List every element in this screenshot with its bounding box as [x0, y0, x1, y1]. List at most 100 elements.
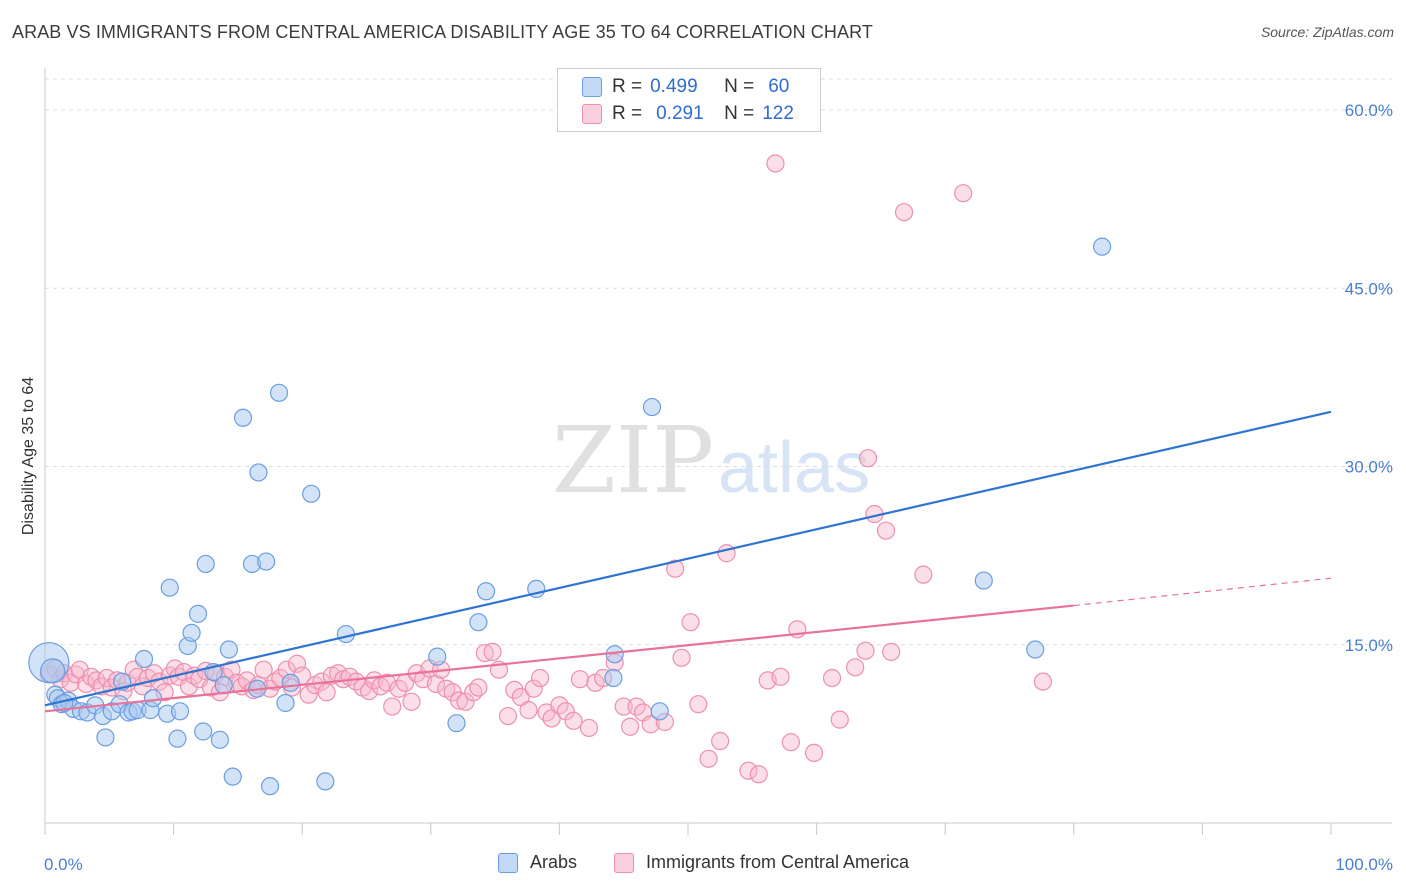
- central-america-point: [299, 685, 318, 704]
- legend-r-label: R =: [612, 76, 643, 97]
- central-america-legend-swatch: [614, 852, 634, 873]
- arab-point: [160, 578, 179, 597]
- arab-point: [604, 668, 623, 688]
- arab-point: [269, 383, 289, 402]
- central-america-point: [614, 697, 633, 716]
- arab-point: [257, 552, 276, 571]
- legend-r-label: R =: [612, 103, 643, 124]
- arab-point: [196, 554, 215, 574]
- arab-trend-line: [44, 410, 1332, 707]
- central-america-point: [711, 731, 730, 751]
- central-america-point: [483, 642, 502, 661]
- arab-point: [650, 702, 669, 721]
- arab-point: [1092, 237, 1112, 256]
- legend-r-value-central-america: 0.291: [656, 103, 704, 124]
- central-america-point: [749, 765, 768, 784]
- y-tick-label: 15.0%: [1345, 636, 1393, 655]
- legend-n-label: N =: [724, 103, 755, 124]
- central-america-point: [531, 668, 550, 688]
- arab-point: [281, 673, 300, 692]
- central-america-point: [739, 761, 758, 780]
- central-america-point: [846, 658, 865, 677]
- arab-point: [214, 676, 233, 695]
- central-america-point: [383, 697, 402, 716]
- arabs-legend-swatch: [498, 852, 518, 873]
- y-tick-label: 45.0%: [1345, 279, 1393, 298]
- legend-item-arabs[interactable]: Arabs: [498, 852, 577, 873]
- legend-label-arabs: Arabs: [530, 852, 578, 872]
- arab-point: [469, 613, 488, 632]
- central-america-point: [856, 641, 875, 660]
- legend-row-arabs: R = 0.499 N = 60: [582, 74, 789, 100]
- watermark-zip: ZIP: [552, 407, 714, 514]
- central-america-point: [666, 559, 685, 578]
- central-america-point: [505, 680, 524, 700]
- central-america-point: [954, 184, 973, 203]
- arab-point: [170, 702, 190, 721]
- central-america-point: [570, 670, 590, 689]
- central-america-point: [524, 679, 543, 698]
- central-america-point: [717, 544, 736, 563]
- arab-point: [447, 714, 466, 733]
- arab-point: [276, 693, 295, 713]
- central-america-point: [858, 449, 878, 468]
- x-tick-label-min: 0.0%: [44, 855, 83, 874]
- legend-row-central-america: R = 0.291 N = 122: [582, 101, 794, 127]
- central-america-point: [641, 715, 660, 734]
- legend-n-label: N =: [724, 76, 755, 97]
- arab-point: [194, 722, 213, 741]
- arab-point: [233, 408, 253, 427]
- central-america-point: [914, 565, 933, 584]
- arab-point: [476, 582, 496, 601]
- arab-point: [428, 647, 447, 666]
- central-america-point: [456, 692, 475, 711]
- arab-point: [210, 730, 229, 749]
- legend-r-value-arabs: 0.499: [650, 76, 698, 97]
- central-america-point: [179, 677, 199, 696]
- correlation-legend: R = 0.499 N = 60 R = 0.291 N = 122: [557, 68, 821, 132]
- x-tick-label-max: 100.0%: [1335, 855, 1393, 874]
- arab-point: [336, 624, 356, 644]
- central-america-point: [876, 521, 896, 540]
- central-america-point: [556, 702, 575, 721]
- series-legend: Arabs Immigrants from Central America: [0, 852, 1406, 878]
- central-america-point: [579, 718, 599, 738]
- legend-item-central-america[interactable]: Immigrants from Central America: [614, 852, 909, 873]
- arab-point: [168, 729, 187, 748]
- central-america-point: [377, 673, 397, 692]
- arab-point: [143, 689, 163, 708]
- arab-point: [134, 649, 154, 669]
- central-america-point: [766, 154, 785, 173]
- central-america-point: [287, 654, 307, 673]
- central-america-trend-extension: [1073, 577, 1332, 607]
- central-america-point: [498, 706, 518, 726]
- chart-title: ARAB VS IMMIGRANTS FROM CENTRAL AMERICA …: [12, 22, 873, 42]
- central-america-point: [519, 701, 538, 720]
- central-america-point: [254, 660, 273, 679]
- central-america-point: [681, 613, 700, 632]
- central-america-point: [830, 710, 849, 729]
- arab-point: [40, 658, 66, 684]
- source-label: Source: ZipAtlas.com: [1260, 24, 1394, 40]
- central-america-point: [402, 692, 421, 711]
- central-america-point: [894, 203, 914, 222]
- central-america-swatch: [582, 104, 602, 124]
- central-america-point: [781, 733, 800, 752]
- arab-point: [96, 728, 115, 747]
- central-america-point: [882, 642, 901, 661]
- central-america-points: [39, 154, 1053, 784]
- arab-point: [974, 571, 993, 590]
- legend-n-value-arabs: 60: [768, 76, 790, 97]
- central-america-trend-line: [44, 604, 1074, 713]
- arab-point: [302, 484, 321, 503]
- arab-point: [642, 397, 662, 417]
- y-tick-label: 30.0%: [1345, 458, 1393, 477]
- central-america-point: [672, 648, 691, 667]
- arab-point: [223, 767, 242, 786]
- arab-point: [260, 777, 280, 796]
- legend-label-central-america: Immigrants from Central America: [646, 852, 910, 872]
- central-america-point: [1033, 672, 1053, 691]
- central-america-point: [822, 668, 842, 688]
- central-america-point: [804, 743, 824, 762]
- arab-point: [188, 604, 208, 623]
